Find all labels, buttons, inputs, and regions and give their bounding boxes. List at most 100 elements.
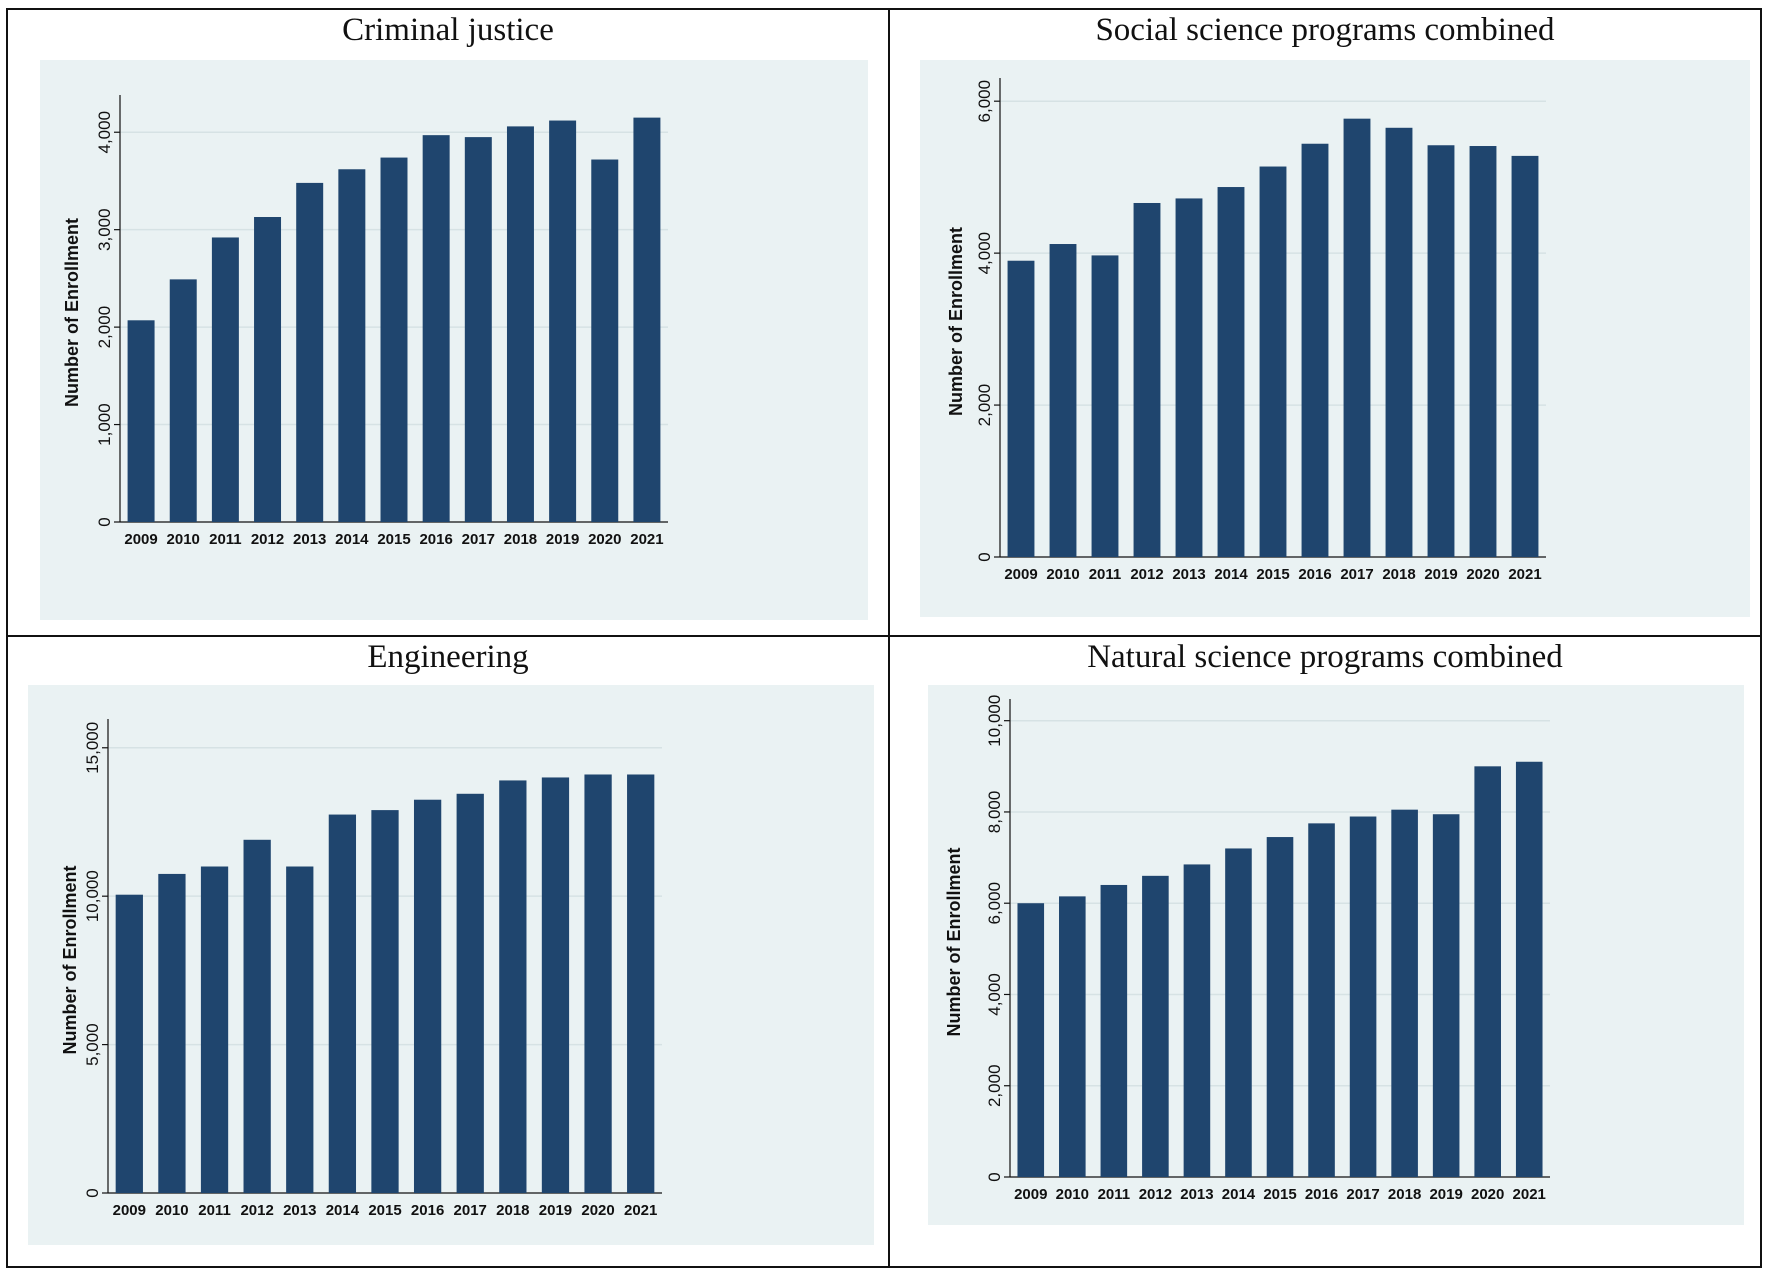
bar-2009 (1007, 260, 1035, 557)
x-tick-label: 2013 (1172, 566, 1205, 583)
x-tick-label: 2009 (1014, 1186, 1047, 1203)
bar-2016 (422, 135, 450, 522)
y-tick-label: 0 (985, 1172, 1004, 1181)
x-tick-label: 2018 (1382, 566, 1415, 583)
x-tick-label: 2009 (124, 531, 157, 548)
x-tick-label: 2021 (624, 1202, 657, 1219)
x-tick-label: 2018 (496, 1202, 529, 1219)
bar-2010 (158, 873, 186, 1193)
y-axis-label: Number of Enrollment (944, 847, 964, 1036)
y-tick-label: 4,000 (985, 973, 1004, 1016)
x-tick-label: 2011 (1089, 566, 1122, 583)
chart-engineering: 0 5,000 10,000 15,000 Number of Enrollment 20… (60, 719, 662, 1219)
x-tick-label: 2021 (1508, 566, 1541, 583)
bar-2014 (338, 169, 366, 522)
bar-2015 (371, 810, 399, 1193)
bar-2018 (499, 780, 527, 1193)
x-tick-label: 2011 (209, 531, 242, 548)
x-tick-label: 2016 (411, 1202, 444, 1219)
y-axis-label: Number of Enrollment (62, 218, 82, 407)
bar-2018 (506, 126, 534, 522)
bar-2021 (1515, 761, 1543, 1177)
bar-2012 (254, 217, 282, 523)
chart-social-science: 0 2,000 4,000 6,000 Number of Enrollment 2009… (946, 78, 1546, 583)
x-tick-label: 2017 (1340, 566, 1373, 583)
bar-2017 (456, 793, 484, 1193)
y-tick-label: 5,000 (83, 1023, 102, 1066)
x-tick-label: 2010 (167, 531, 200, 548)
x-tick-label: 2015 (1263, 1186, 1296, 1203)
x-tick-label: 2020 (588, 531, 621, 548)
bar-2009 (127, 320, 155, 522)
chart-title: Natural science programs combined (1087, 639, 1563, 675)
chart-title: Social science programs combined (1095, 12, 1555, 48)
bar-2013 (1183, 864, 1211, 1177)
chart-criminal-justice: 0 1,000 2,000 3,000 4,000 Number of Enrollmen… (62, 95, 668, 548)
bar-2017 (464, 137, 492, 522)
x-tick-label: 2016 (419, 531, 452, 548)
y-tick-label: 10,000 (985, 695, 1004, 747)
vertical-divider (888, 8, 890, 1268)
x-tick-label: 2014 (1222, 1186, 1256, 1203)
y-tick-label: 10,000 (83, 870, 102, 922)
bar-2015 (1266, 837, 1294, 1177)
bar-2019 (1427, 145, 1455, 558)
x-tick-label: 2014 (326, 1202, 360, 1219)
x-tick-label: 2009 (1004, 566, 1037, 583)
x-tick-label: 2014 (335, 531, 369, 548)
bar-2011 (200, 866, 229, 1193)
y-axis-label: Number of Enrollment (946, 227, 966, 416)
y-axis-label: Number of Enrollment (60, 865, 80, 1054)
panel-engineering: Engineering 0 5,000 10,000 15,000 Number of … (8, 637, 888, 1268)
y-tick-label: 0 (95, 517, 114, 526)
chart-title: Engineering (367, 639, 529, 675)
bar-2013 (1175, 198, 1203, 557)
bar-2009 (1017, 903, 1045, 1177)
y-tick-label: 4,000 (95, 111, 114, 154)
bar-2020 (1474, 766, 1501, 1177)
x-tick-label: 2020 (581, 1202, 614, 1219)
x-tick-label: 2019 (539, 1202, 572, 1219)
bar-2013 (296, 182, 324, 522)
x-tick-label: 2011 (198, 1202, 231, 1219)
x-tick-label: 2017 (1346, 1186, 1379, 1203)
bar-2019 (1432, 814, 1460, 1177)
bar-2015 (1259, 166, 1287, 557)
x-tick-label: 2012 (1130, 566, 1163, 583)
bar-2021 (1511, 155, 1539, 557)
bar-2017 (1343, 118, 1371, 557)
bar-2019 (541, 777, 570, 1193)
x-tick-label: 2013 (283, 1202, 316, 1219)
chart-title: Criminal justice (342, 12, 554, 48)
x-tick-label: 2021 (1513, 1186, 1546, 1203)
x-tick-label: 2012 (251, 531, 284, 548)
bar-2016 (413, 799, 442, 1193)
x-tick-label: 2018 (504, 531, 537, 548)
x-tick-label: 2012 (1139, 1186, 1172, 1203)
bar-2014 (328, 814, 357, 1193)
x-tick-label: 2014 (1214, 566, 1248, 583)
x-tick-label: 2016 (1298, 566, 1331, 583)
x-tick-label: 2009 (113, 1202, 146, 1219)
x-tick-label: 2017 (454, 1202, 487, 1219)
bar-2020 (1469, 146, 1497, 557)
x-tick-label: 2015 (1256, 566, 1289, 583)
y-tick-label: 2,000 (95, 306, 114, 349)
x-tick-label: 2020 (1466, 566, 1499, 583)
x-tick-label: 2021 (630, 531, 663, 548)
chart-natural-science: 0 2,000 4,000 6,000 8,000 10,000 Number of Enr… (944, 695, 1550, 1203)
x-tick-label: 2015 (368, 1202, 401, 1219)
bar-2021 (627, 774, 655, 1193)
bar-2010 (169, 279, 197, 522)
bar-2010 (1049, 244, 1077, 557)
bar-2012 (1133, 202, 1161, 557)
x-tick-label: 2018 (1388, 1186, 1421, 1203)
bar-2020 (591, 159, 619, 522)
y-tick-label: 3,000 (95, 208, 114, 251)
y-tick-label: 0 (83, 1188, 102, 1197)
x-tick-label: 2013 (1180, 1186, 1213, 1203)
bar-2011 (211, 237, 239, 522)
bar-2009 (115, 894, 143, 1193)
bar-2016 (1301, 143, 1329, 558)
bar-2011 (1091, 255, 1119, 557)
